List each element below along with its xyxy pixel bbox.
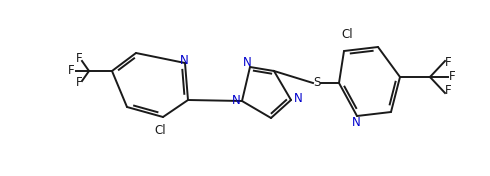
- Text: N: N: [180, 54, 188, 67]
- Text: F: F: [449, 71, 455, 83]
- Text: Cl: Cl: [154, 124, 166, 137]
- Text: N: N: [352, 117, 360, 130]
- Text: F: F: [68, 64, 74, 77]
- Text: F: F: [445, 56, 451, 70]
- Text: Cl: Cl: [341, 27, 353, 40]
- Text: N: N: [232, 93, 241, 106]
- Text: F: F: [75, 52, 82, 65]
- Text: N: N: [294, 92, 302, 105]
- Text: F: F: [75, 77, 82, 90]
- Text: F: F: [445, 84, 451, 98]
- Text: N: N: [243, 55, 251, 68]
- Text: S: S: [313, 76, 320, 89]
